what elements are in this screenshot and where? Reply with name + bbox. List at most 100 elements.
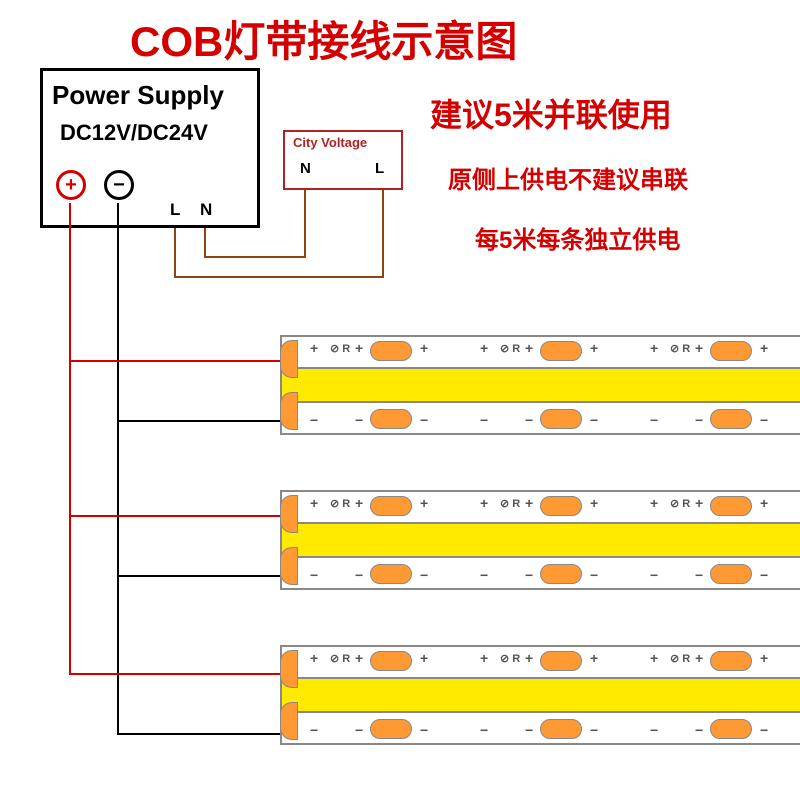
strip2-pad-neg (280, 547, 298, 585)
strip3-minus-5: − (525, 722, 533, 738)
ac-wire-n-v1 (204, 228, 206, 258)
dc-pos-branch-1 (69, 360, 282, 362)
strip2-plus-9: + (760, 495, 768, 511)
dc-pos-bus-v (69, 203, 71, 675)
psu-plus-terminal: + (56, 170, 86, 200)
strip1-r-3: ⊘ R (670, 342, 690, 355)
strip1-minus-3: − (420, 412, 428, 428)
strip3-plus-5: + (525, 650, 533, 666)
strip2-plus-2: + (355, 495, 363, 511)
strip1-minus-6: − (590, 412, 598, 428)
strip1-minus-4: − (480, 412, 488, 428)
strip1-pad-t2 (540, 341, 582, 361)
strip3-minus-1: − (310, 722, 318, 738)
city-l-label: L (375, 160, 384, 177)
strip1-plus-1: + (310, 340, 318, 356)
strip1-minus-7: − (650, 412, 658, 428)
psu-l-label: L (170, 200, 180, 220)
dc-pos-branch-3 (69, 673, 282, 675)
strip2-minus-7: − (650, 567, 658, 583)
strip1-plus-4: + (480, 340, 488, 356)
strip3-pad-t2 (540, 651, 582, 671)
strip3-minus-9: − (760, 722, 768, 738)
strip3-plus-3: + (420, 650, 428, 666)
strip1-pad-b3 (710, 409, 752, 429)
strip1-pad-neg (280, 392, 298, 430)
strip1-minus-2: − (355, 412, 363, 428)
strip2-plus-7: + (650, 495, 658, 511)
led-strip-2-core (280, 522, 800, 558)
strip3-plus-6: + (590, 650, 598, 666)
dc-neg-branch-2 (117, 575, 282, 577)
strip3-minus-2: − (355, 722, 363, 738)
strip2-pad-b3 (710, 564, 752, 584)
strip1-r-2: ⊘ R (500, 342, 520, 355)
strip3-pad-b3 (710, 719, 752, 739)
strip3-minus-3: − (420, 722, 428, 738)
strip3-pad-t3 (710, 651, 752, 671)
strip2-minus-3: − (420, 567, 428, 583)
ac-wire-l-v2 (382, 190, 384, 278)
strip2-r-3: ⊘ R (670, 497, 690, 510)
subtitle-3: 每5米每条独立供电 (475, 220, 680, 255)
strip1-plus-2: + (355, 340, 363, 356)
strip2-plus-4: + (480, 495, 488, 511)
strip2-minus-4: − (480, 567, 488, 583)
strip3-minus-4: − (480, 722, 488, 738)
strip2-pad-t3 (710, 496, 752, 516)
strip1-plus-3: + (420, 340, 428, 356)
strip3-minus-7: − (650, 722, 658, 738)
strip2-plus-5: + (525, 495, 533, 511)
strip1-plus-8: + (695, 340, 703, 356)
strip1-pad-pos (280, 340, 298, 378)
strip2-plus-1: + (310, 495, 318, 511)
strip2-pad-b1 (370, 564, 412, 584)
psu-n-label: N (200, 200, 212, 220)
strip1-plus-5: + (525, 340, 533, 356)
strip1-minus-5: − (525, 412, 533, 428)
dc-neg-branch-1 (117, 420, 282, 422)
dc-neg-branch-3 (117, 733, 282, 735)
strip3-r-3: ⊘ R (670, 652, 690, 665)
strip3-plus-4: + (480, 650, 488, 666)
subtitle-1: 建议5米并联使用 (430, 90, 672, 136)
ac-wire-l-v1 (174, 228, 176, 278)
strip3-pad-b2 (540, 719, 582, 739)
strip1-pad-t1 (370, 341, 412, 361)
strip2-pad-b2 (540, 564, 582, 584)
strip1-plus-9: + (760, 340, 768, 356)
dc-pos-branch-2 (69, 515, 282, 517)
strip2-r-2: ⊘ R (500, 497, 520, 510)
strip3-plus-9: + (760, 650, 768, 666)
strip2-minus-9: − (760, 567, 768, 583)
strip2-r-1: ⊘ R (330, 497, 350, 510)
ac-wire-n-h (204, 256, 306, 258)
strip1-plus-7: + (650, 340, 658, 356)
strip1-minus-8: − (695, 412, 703, 428)
strip2-minus-5: − (525, 567, 533, 583)
dc-neg-bus-v (117, 203, 119, 735)
strip3-plus-8: + (695, 650, 703, 666)
strip2-minus-8: − (695, 567, 703, 583)
strip2-pad-pos (280, 495, 298, 533)
strip3-r-1: ⊘ R (330, 652, 350, 665)
strip2-plus-8: + (695, 495, 703, 511)
led-strip-1-core (280, 367, 800, 403)
strip3-pad-t1 (370, 651, 412, 671)
strip2-minus-1: − (310, 567, 318, 583)
led-strip-3-core (280, 677, 800, 713)
strip3-minus-6: − (590, 722, 598, 738)
strip1-r-1: ⊘ R (330, 342, 350, 355)
strip2-pad-t1 (370, 496, 412, 516)
psu-label: Power Supply (52, 80, 224, 111)
strip3-pad-neg (280, 702, 298, 740)
strip3-plus-1: + (310, 650, 318, 666)
strip1-pad-t3 (710, 341, 752, 361)
city-n-label: N (300, 160, 311, 177)
strip3-minus-8: − (695, 722, 703, 738)
strip3-r-2: ⊘ R (500, 652, 520, 665)
psu-voltage-label: DC12V/DC24V (60, 120, 208, 146)
strip2-minus-2: − (355, 567, 363, 583)
strip1-pad-b1 (370, 409, 412, 429)
strip1-pad-b2 (540, 409, 582, 429)
